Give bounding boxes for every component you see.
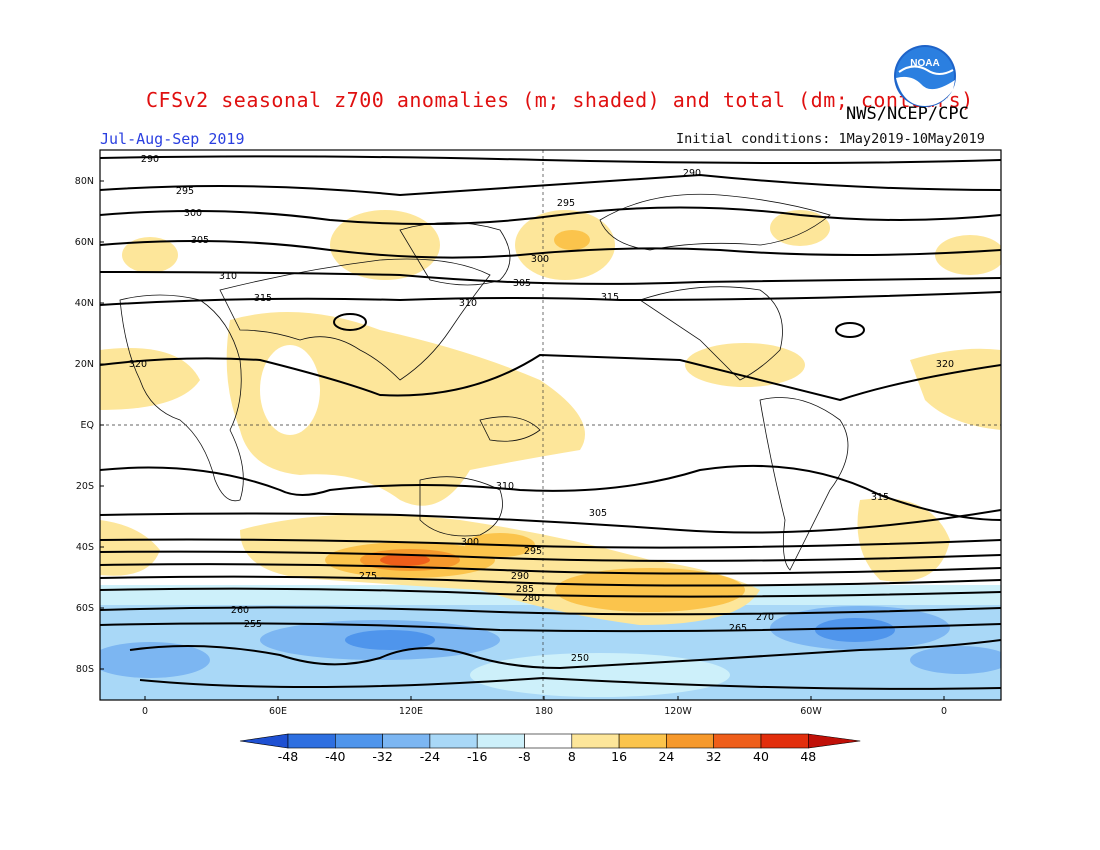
colorbar-box	[334, 733, 383, 749]
colorbar-tick-label: 16	[611, 749, 627, 764]
colorbar-box	[571, 733, 620, 749]
colorbar-box	[287, 733, 336, 749]
svg-text:310: 310	[219, 271, 237, 282]
svg-text:270: 270	[756, 612, 774, 623]
svg-text:305: 305	[589, 508, 607, 519]
svg-text:280: 280	[522, 593, 540, 604]
latitude-axis: 80N 60N 40N 20N EQ 20S 40S 60S 80S	[75, 176, 104, 675]
lat-label: 20S	[76, 481, 94, 492]
svg-text:310: 310	[496, 481, 514, 492]
colorbar-tick-label: 8	[568, 749, 576, 764]
svg-text:290: 290	[511, 571, 529, 582]
lat-label: 40S	[76, 542, 94, 553]
svg-text:255: 255	[244, 619, 262, 630]
lon-label: 120E	[399, 706, 423, 717]
lon-label: 60E	[269, 706, 287, 717]
lat-label: EQ	[81, 420, 94, 431]
svg-text:265: 265	[729, 623, 747, 634]
lon-label: 0	[142, 706, 148, 717]
svg-text:300: 300	[184, 208, 202, 219]
colorbar-tick-label: -8	[518, 749, 531, 764]
colorbar-tick-label: -32	[372, 749, 392, 764]
svg-text:320: 320	[936, 359, 954, 370]
colorbar-tick-label: 24	[658, 749, 674, 764]
map-title: CFSv2 seasonal z700 anomalies (m; shaded…	[146, 88, 974, 112]
colorbar-box	[713, 733, 762, 749]
noaa-logo: NOAA	[894, 45, 956, 107]
svg-text:260: 260	[231, 605, 249, 616]
lat-label: 60N	[75, 237, 94, 248]
svg-text:295: 295	[524, 546, 542, 557]
colorbar-tick-label: -16	[467, 749, 487, 764]
coastlines	[119, 193, 849, 571]
colorbar-box	[524, 733, 573, 749]
colorbar-box	[760, 733, 809, 749]
svg-text:290: 290	[141, 154, 159, 165]
colorbar-tick-label: -40	[325, 749, 345, 764]
colorbar-box	[476, 733, 525, 749]
svg-text:300: 300	[531, 254, 549, 265]
colorbar-tick-label: 40	[753, 749, 769, 764]
contour-labels: 290 295 300 305 310 315 320 290 295 300 …	[129, 154, 954, 664]
svg-text:290: 290	[683, 168, 701, 179]
svg-text:320: 320	[129, 359, 147, 370]
svg-text:NOAA: NOAA	[910, 58, 939, 69]
lat-label: 40N	[75, 298, 94, 309]
colorbar-min-arrow	[239, 733, 289, 749]
initial-conditions-label: Initial conditions: 1May2019-10May2019	[676, 131, 985, 147]
colorbar-tick-label: 48	[800, 749, 816, 764]
graticule	[100, 150, 1001, 700]
svg-text:310: 310	[459, 298, 477, 309]
lat-label: 60S	[76, 603, 94, 614]
lon-label: 180	[535, 706, 553, 717]
colorbar-box	[618, 733, 667, 749]
lon-label: 60W	[800, 706, 822, 717]
season-label: Jul-Aug-Sep 2019	[100, 130, 245, 148]
svg-text:305: 305	[191, 235, 209, 246]
colorbar-max-arrow	[807, 733, 861, 749]
colorbar-box	[382, 733, 431, 749]
lat-label: 80N	[75, 176, 94, 187]
svg-text:300: 300	[461, 537, 479, 548]
svg-text:295: 295	[176, 186, 194, 197]
colorbar-tick-label: 32	[706, 749, 722, 764]
svg-text:315: 315	[871, 492, 889, 503]
lat-label: 20N	[75, 359, 94, 370]
svg-text:250: 250	[571, 653, 589, 664]
lon-label: 0	[941, 706, 947, 717]
agency-label: NWS/NCEP/CPC	[846, 104, 969, 124]
svg-text:285: 285	[516, 584, 534, 595]
height-contours	[100, 155, 1001, 690]
colorbar-box	[429, 733, 478, 749]
svg-text:295: 295	[557, 198, 575, 209]
lon-label: 120W	[664, 706, 692, 717]
svg-text:315: 315	[601, 292, 619, 303]
colorbar-tick-label: -24	[420, 749, 440, 764]
svg-text:305: 305	[513, 278, 531, 289]
colorbar-tick-label: -48	[278, 749, 298, 764]
colorbar-box	[666, 733, 715, 749]
lat-label: 80S	[76, 664, 94, 675]
svg-text:275: 275	[359, 571, 377, 582]
svg-text:315: 315	[254, 293, 272, 304]
longitude-axis: 0 60E 120E 180 120W 60W 0	[142, 696, 947, 717]
